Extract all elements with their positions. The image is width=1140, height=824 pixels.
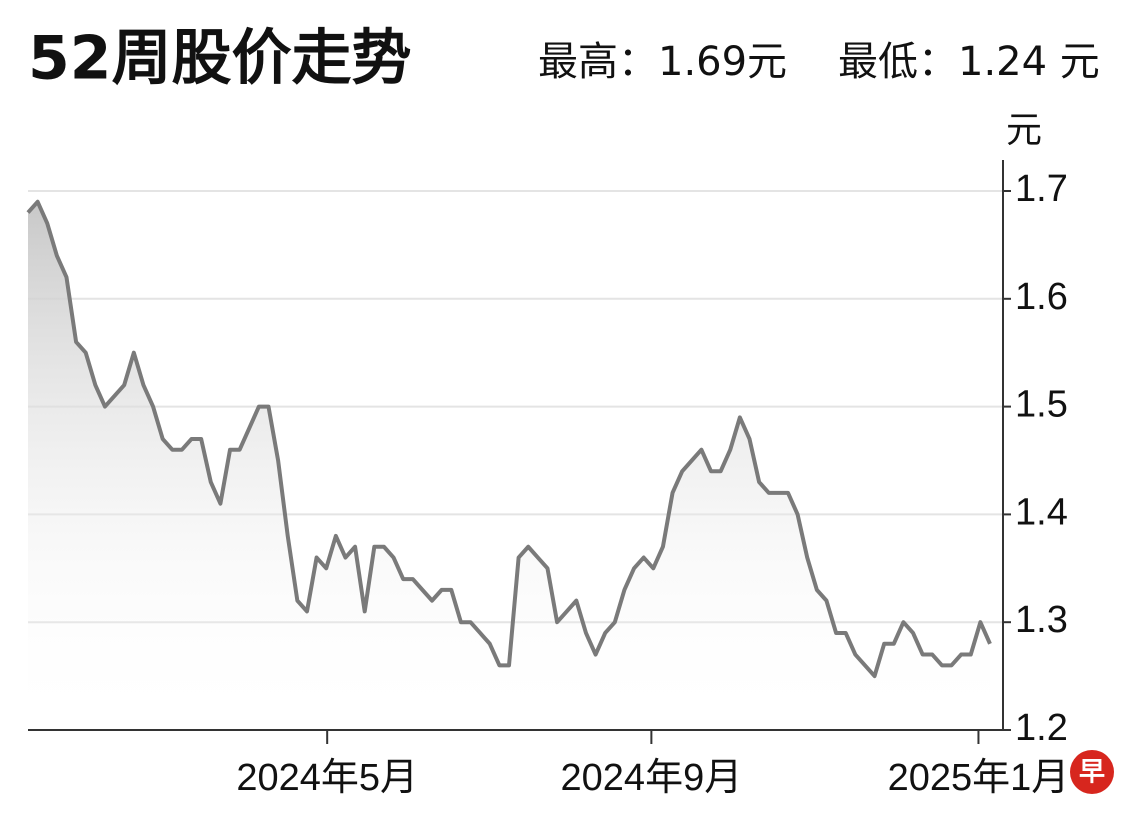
y-tick-label: 1.7 — [1015, 168, 1068, 210]
area — [28, 201, 990, 730]
y-tick-label: 1.6 — [1015, 276, 1068, 318]
x-tick-label: 2024年5月 — [236, 757, 418, 799]
x-tick-label: 2024年9月 — [561, 757, 743, 799]
y-tick-label: 1.5 — [1015, 384, 1068, 426]
logo-badge — [1070, 750, 1114, 794]
logo: 早 — [1079, 758, 1105, 788]
price-line — [26, 199, 992, 679]
high-label: 最高：1.69元 — [538, 39, 787, 85]
x-tick-label: 2025年1月 — [888, 757, 1070, 799]
y-tick-label: 1.4 — [1015, 491, 1068, 533]
y-tick-label: 1.2 — [1015, 707, 1068, 749]
low-label: 最低：1.24 元 — [838, 39, 1100, 85]
y-tick-label: 1.3 — [1015, 599, 1068, 641]
y-axis-label: 元 — [1006, 110, 1042, 151]
chart-title: 52周股价走势 — [28, 24, 412, 94]
